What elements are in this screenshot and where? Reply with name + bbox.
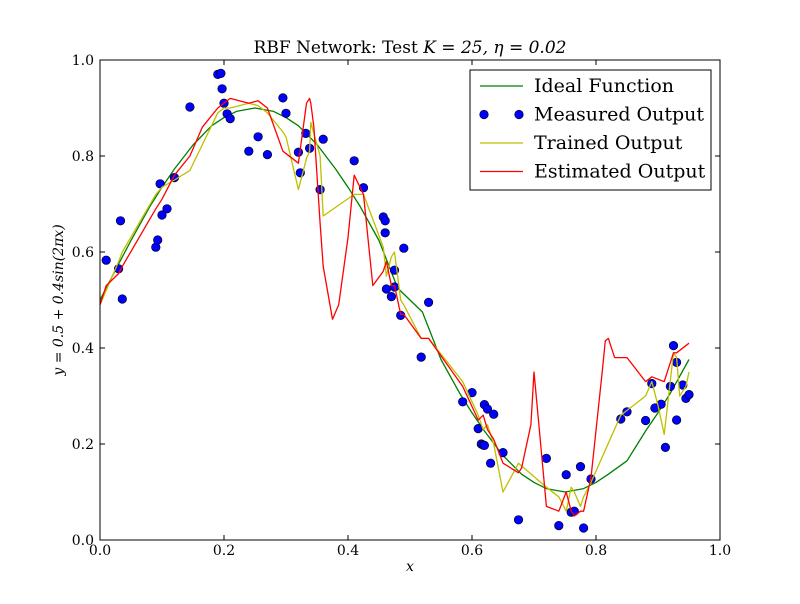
data-point	[424, 297, 434, 308]
data-point	[622, 407, 632, 417]
data-point	[554, 520, 564, 531]
plot-area	[100, 68, 694, 533]
data-point	[561, 470, 571, 480]
y-tick-label: 0.2	[72, 437, 94, 453]
data-point	[225, 113, 235, 124]
data-point	[578, 523, 589, 533]
data-point	[216, 68, 226, 78]
legend-item-ideal-function: Ideal Function	[480, 75, 674, 97]
data-point	[399, 243, 409, 253]
y-tick-label: 0.6	[72, 245, 94, 261]
y-tick-label: 0.8	[72, 149, 94, 165]
plot-frame	[99, 59, 721, 541]
chart-title-prefix: RBF Network: Test	[254, 38, 424, 58]
x-tick-label: 0.0	[89, 543, 111, 559]
y-tick-label: 1.0	[72, 53, 94, 69]
data-point	[458, 397, 468, 407]
data-point	[278, 93, 288, 103]
legend-swatch-point	[514, 109, 524, 120]
legend: Ideal Function Measured Output Trained Out…	[469, 69, 712, 191]
data-point	[115, 216, 126, 226]
data-point	[162, 204, 172, 214]
data-point	[318, 134, 328, 144]
x-tick-label: 1.0	[709, 543, 731, 559]
data-point	[640, 415, 651, 426]
data-point	[479, 440, 490, 451]
x-tick-label: 0.2	[213, 543, 235, 559]
data-point	[489, 409, 499, 419]
x-tick-label: 0.8	[585, 543, 607, 559]
data-point	[281, 108, 291, 118]
data-point	[513, 515, 524, 525]
legend-box	[469, 69, 712, 191]
data-point	[155, 179, 165, 189]
data-point	[660, 442, 671, 453]
data-point	[253, 132, 263, 142]
legend-label: Estimated Output	[534, 161, 706, 183]
data-point	[117, 294, 127, 304]
data-point	[486, 458, 496, 468]
data-point	[381, 284, 392, 294]
data-point	[541, 453, 552, 464]
data-point	[575, 462, 586, 472]
y-tick-label: 0.0	[72, 533, 94, 549]
data-point	[262, 150, 273, 160]
data-point	[185, 102, 195, 112]
legend-item-trained-output: Trained Output	[480, 132, 683, 154]
data-point	[349, 156, 359, 166]
legend-item-estimated-output: Estimated Output	[480, 161, 706, 183]
chart-title-math: K = 25, η = 0.02	[422, 38, 566, 58]
y-tick-label: 0.4	[72, 341, 94, 357]
data-point	[416, 352, 426, 362]
legend-label: Measured Output	[534, 104, 704, 126]
y-axis-label: y = 0.5 + 0.4sin(2πx)	[51, 224, 67, 376]
data-point	[217, 84, 227, 94]
data-point	[293, 147, 304, 157]
series-line-estimated-output	[100, 97, 690, 517]
data-point	[386, 292, 397, 302]
data-point	[157, 210, 167, 220]
legend-item-measured-output: Measured Output	[479, 104, 704, 126]
legend-swatch-point	[479, 109, 489, 120]
axes: 0.0 0.2 0.4 0.6 0.8 1.0 0.0 0.2 0.4 0.6 0.8 1.0	[72, 53, 731, 559]
series-line-trained-output	[100, 102, 690, 512]
legend-label: Trained Output	[534, 132, 683, 154]
data-point	[656, 399, 666, 409]
data-point	[668, 341, 679, 351]
data-point	[380, 228, 390, 238]
data-point	[153, 235, 163, 245]
x-tick-label: 0.4	[337, 543, 359, 559]
data-point	[684, 390, 694, 400]
data-point	[380, 216, 390, 226]
data-point	[482, 404, 493, 414]
x-axis-label: x	[406, 559, 414, 575]
data-point	[101, 255, 111, 265]
chart-title: RBF Network: Test K = 25, η = 0.02	[254, 38, 567, 58]
x-tick-label: 0.6	[461, 543, 483, 559]
data-point	[671, 415, 682, 425]
data-point	[244, 146, 254, 156]
legend-label: Ideal Function	[534, 75, 674, 97]
